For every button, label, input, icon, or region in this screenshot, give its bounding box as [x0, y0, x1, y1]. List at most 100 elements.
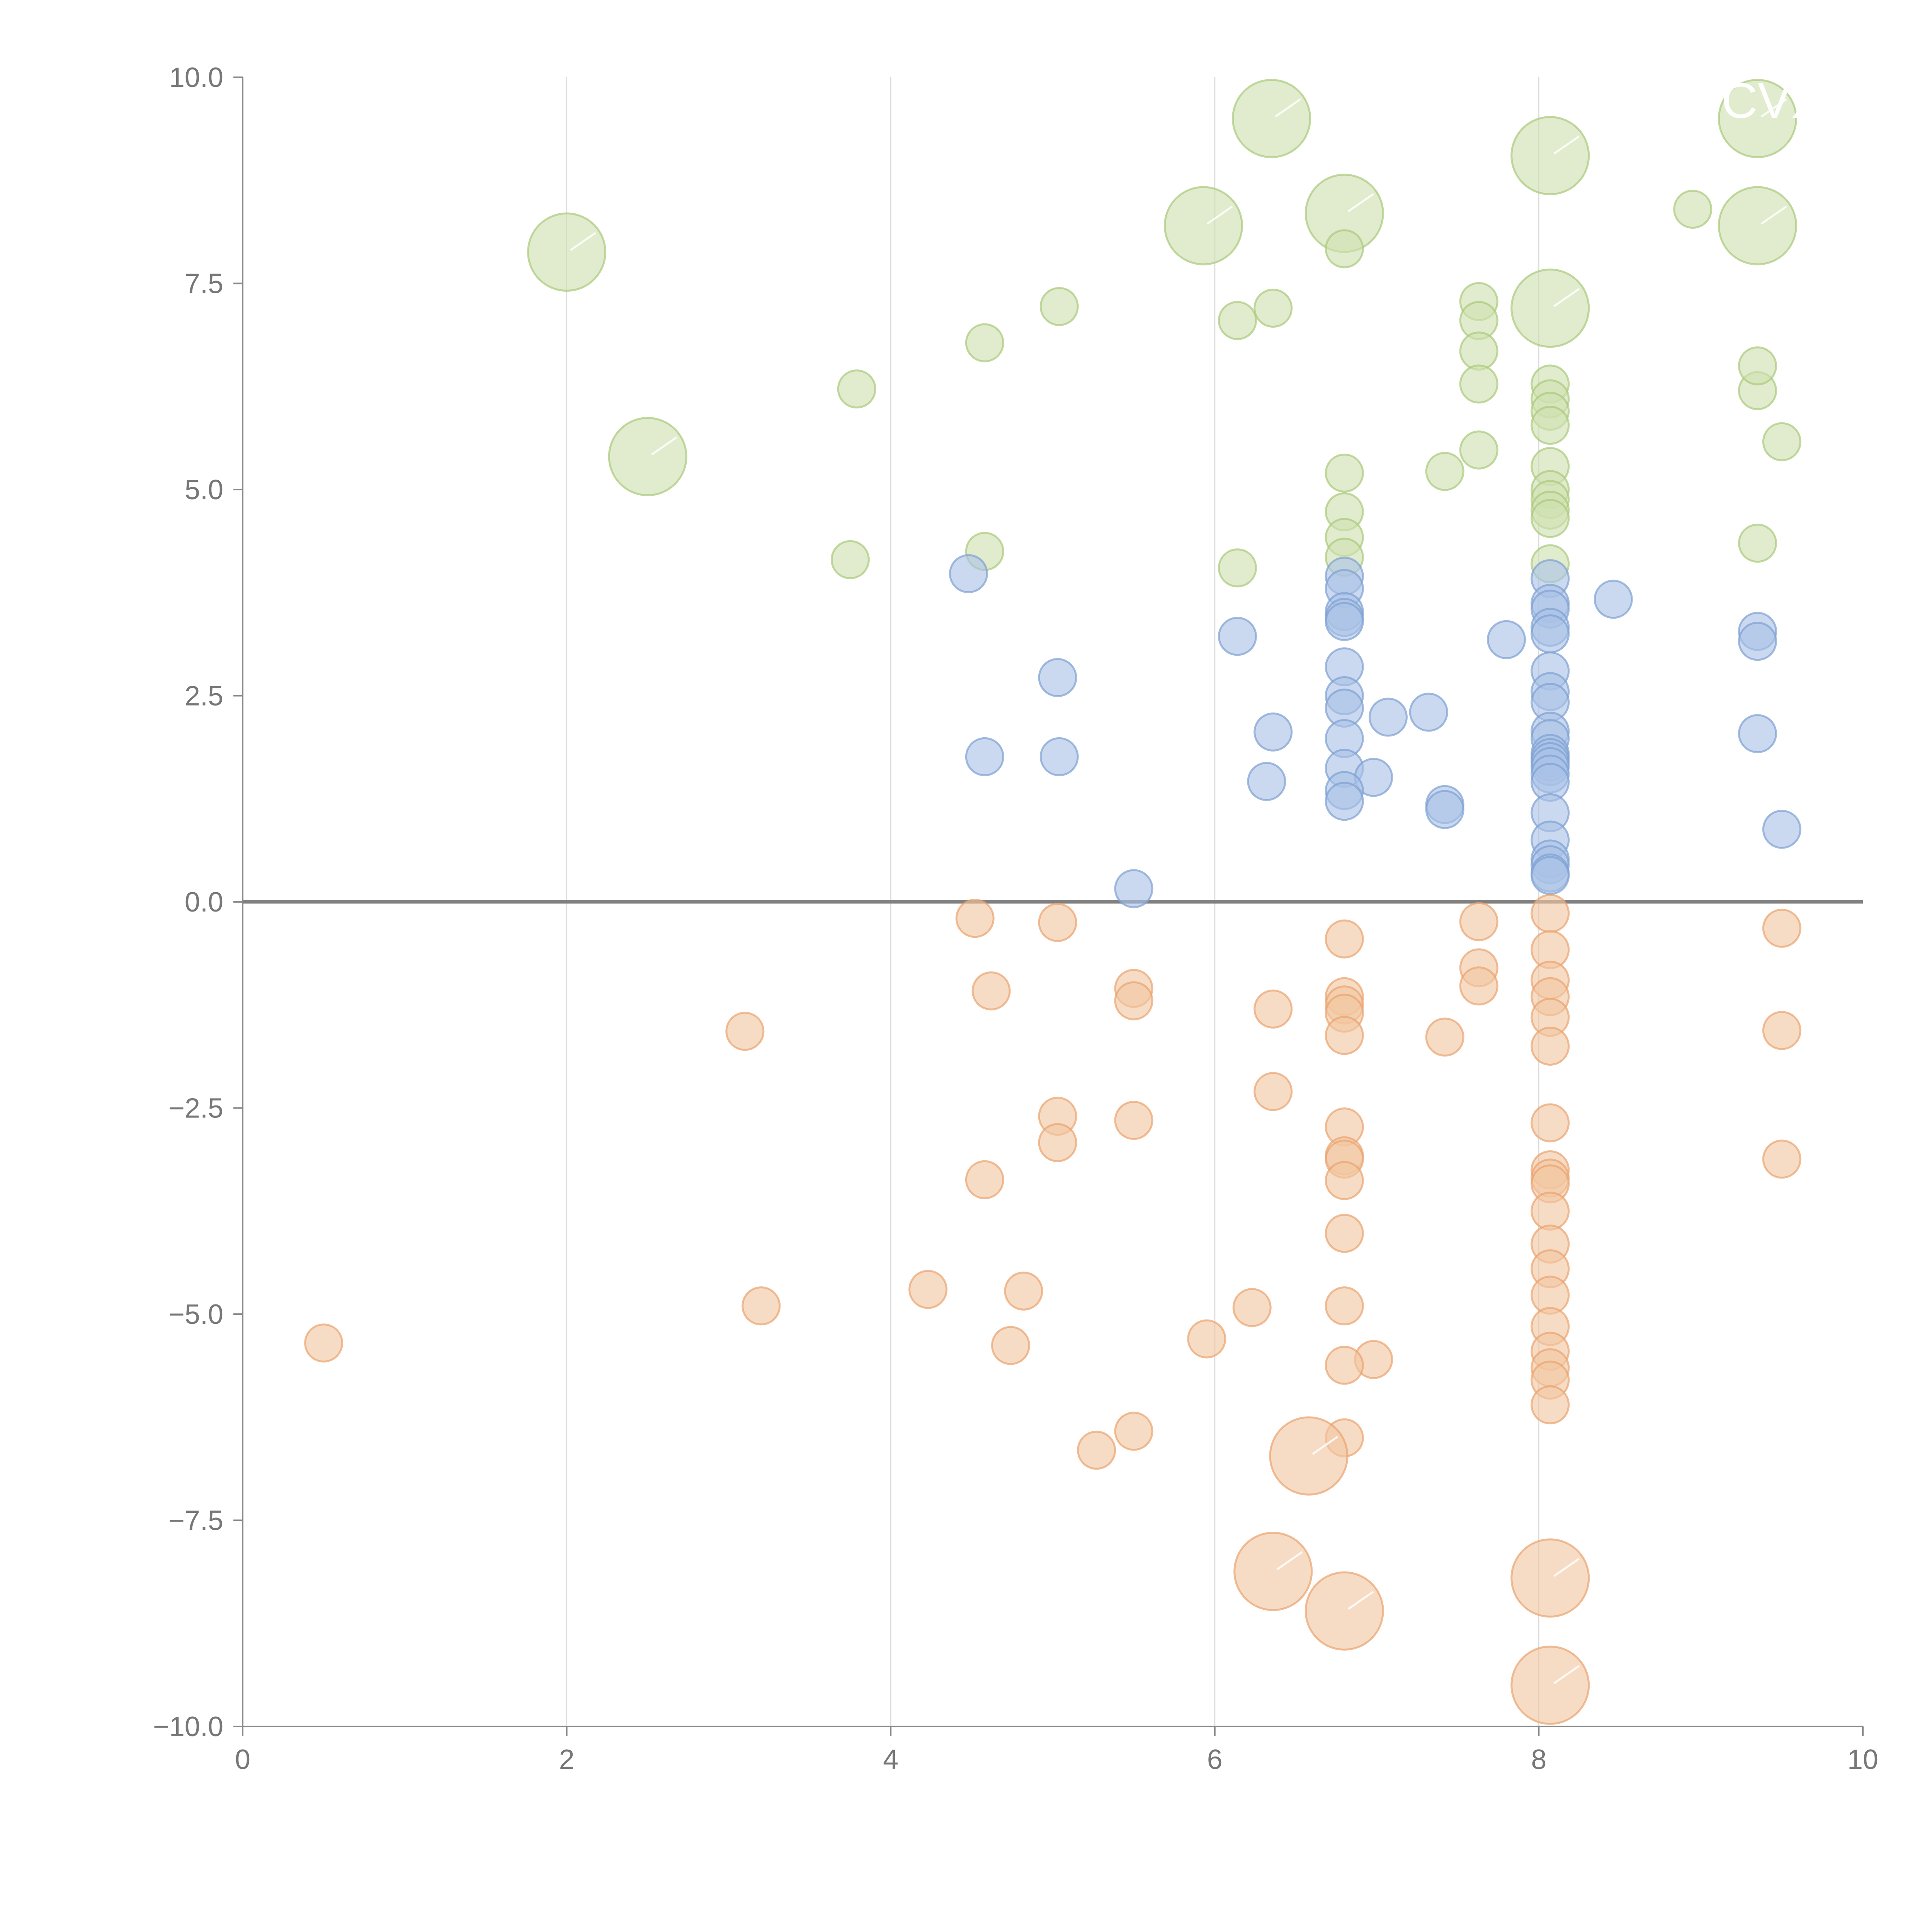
bubble-point	[1531, 894, 1570, 933]
y-tick-label: 10.0	[169, 62, 223, 93]
y-tick-label: −2.5	[168, 1093, 223, 1124]
bubble-point	[1673, 189, 1713, 229]
y-tick-label: 2.5	[185, 681, 223, 712]
bubble-leader-line	[651, 436, 677, 456]
bubble-point	[1368, 697, 1408, 737]
bubble-point	[1459, 966, 1498, 1006]
bubble-point	[608, 417, 687, 497]
bubble-point	[1425, 790, 1464, 829]
bubble-point	[1253, 712, 1293, 752]
axes: 0 2 4 6 8 10 10.0 7.5 5.0 2.5 0.0 −2.5 −5.0 −7.5 −10.0	[153, 62, 1878, 1775]
bubble-point	[1510, 1645, 1590, 1725]
x-tick-label: 4	[883, 1744, 898, 1775]
bubble-leader-line	[1761, 98, 1787, 117]
y-tick-label: −7.5	[168, 1505, 223, 1536]
bubble-point	[1459, 331, 1498, 371]
bubble-point	[1114, 1412, 1153, 1451]
bubble-point	[1459, 902, 1498, 941]
y-tick-label: −10.0	[153, 1711, 223, 1742]
bubble-point	[1163, 186, 1243, 265]
bubble-point	[1325, 1016, 1364, 1055]
y-tick-label: −5.0	[168, 1299, 223, 1330]
bubble-point	[1459, 364, 1498, 404]
bubble-point	[1594, 580, 1633, 619]
bubble-point	[1531, 499, 1570, 538]
bubble-point	[1253, 989, 1293, 1029]
bubble-point	[1232, 79, 1311, 158]
bubble-point	[742, 1286, 781, 1326]
bubble-point	[908, 1270, 948, 1309]
y-tick-label: 0.0	[185, 887, 223, 918]
bubble-point	[830, 540, 870, 579]
bubble-point	[1325, 229, 1364, 269]
bubble-point	[991, 1326, 1030, 1365]
bubble-point	[1325, 1345, 1364, 1385]
bubble-leader-line	[1207, 206, 1233, 225]
bubble-point	[1487, 620, 1526, 659]
bubble-leader-line	[570, 232, 597, 251]
bubble-point	[1762, 422, 1801, 461]
series-orange	[304, 894, 1801, 1725]
bubble-point	[1325, 1286, 1364, 1326]
bubble-point	[965, 737, 1004, 776]
bubble-point	[1187, 1319, 1226, 1359]
bubble-leader-line	[1761, 206, 1787, 225]
bubble-point	[1114, 1101, 1153, 1140]
bubble-point	[1531, 614, 1570, 653]
y-tick-label: 7.5	[185, 269, 223, 299]
bubble-point	[1253, 1072, 1293, 1111]
bubble-point	[1304, 1571, 1384, 1651]
bubble-point	[1325, 1214, 1364, 1253]
bubble-point	[1762, 1011, 1801, 1050]
bubble-point	[1718, 79, 1797, 158]
bubble-leader-line	[1553, 1665, 1580, 1684]
bubble-point	[1510, 116, 1590, 196]
bubble-point	[1531, 1026, 1570, 1066]
bubble-leader-line	[1312, 1435, 1338, 1455]
bubble-point	[1039, 287, 1079, 326]
bubble-point	[1459, 430, 1498, 470]
bubble-point	[965, 323, 1004, 362]
bubble-point	[1531, 1385, 1570, 1425]
bubble-point	[1531, 1191, 1570, 1231]
bubble-point	[1531, 856, 1570, 895]
bubble-point	[1425, 452, 1464, 491]
x-tick-label: 2	[559, 1744, 575, 1775]
bubble-point	[1218, 617, 1257, 656]
bubble-point	[1114, 869, 1153, 908]
bubble-series	[304, 79, 1801, 1725]
bubble-point	[1762, 908, 1801, 948]
bubble-leader-line	[1275, 98, 1301, 117]
bubble-point	[1004, 1271, 1043, 1311]
bubble-leader-line	[1347, 1591, 1374, 1610]
bubble-point	[1325, 602, 1364, 641]
bubble-point	[965, 1160, 1004, 1199]
bubble-point	[1038, 658, 1077, 697]
bubble-point	[304, 1323, 344, 1363]
bubble-point	[1253, 289, 1293, 328]
bubble-annotation-label: CVX	[1721, 72, 1825, 129]
bubble-point	[1738, 622, 1777, 661]
bubble-point	[1038, 903, 1077, 942]
bubble-point	[1325, 453, 1364, 493]
bubble-point	[725, 1012, 765, 1051]
y-tick-label: 5.0	[185, 474, 223, 505]
bubble-point	[1425, 1017, 1464, 1057]
bubble-leader-line	[1553, 1558, 1580, 1577]
bubble-point	[1114, 981, 1153, 1020]
x-tick-label: 6	[1207, 1744, 1223, 1775]
bubble-point	[1738, 524, 1777, 563]
bubble-point	[1738, 714, 1777, 753]
bubble-point	[527, 212, 607, 292]
bubble-point	[1531, 406, 1570, 445]
bubble-point	[1218, 548, 1257, 588]
bubble-point	[1531, 1103, 1570, 1143]
bubble-point	[1409, 692, 1448, 732]
bubble-leader-line	[1347, 193, 1374, 213]
bubble-point	[1510, 1538, 1590, 1618]
bubble-point	[1325, 919, 1364, 959]
bubble-point	[1325, 1161, 1364, 1200]
bubble-point	[955, 899, 995, 938]
bubble-point	[1762, 1139, 1801, 1179]
